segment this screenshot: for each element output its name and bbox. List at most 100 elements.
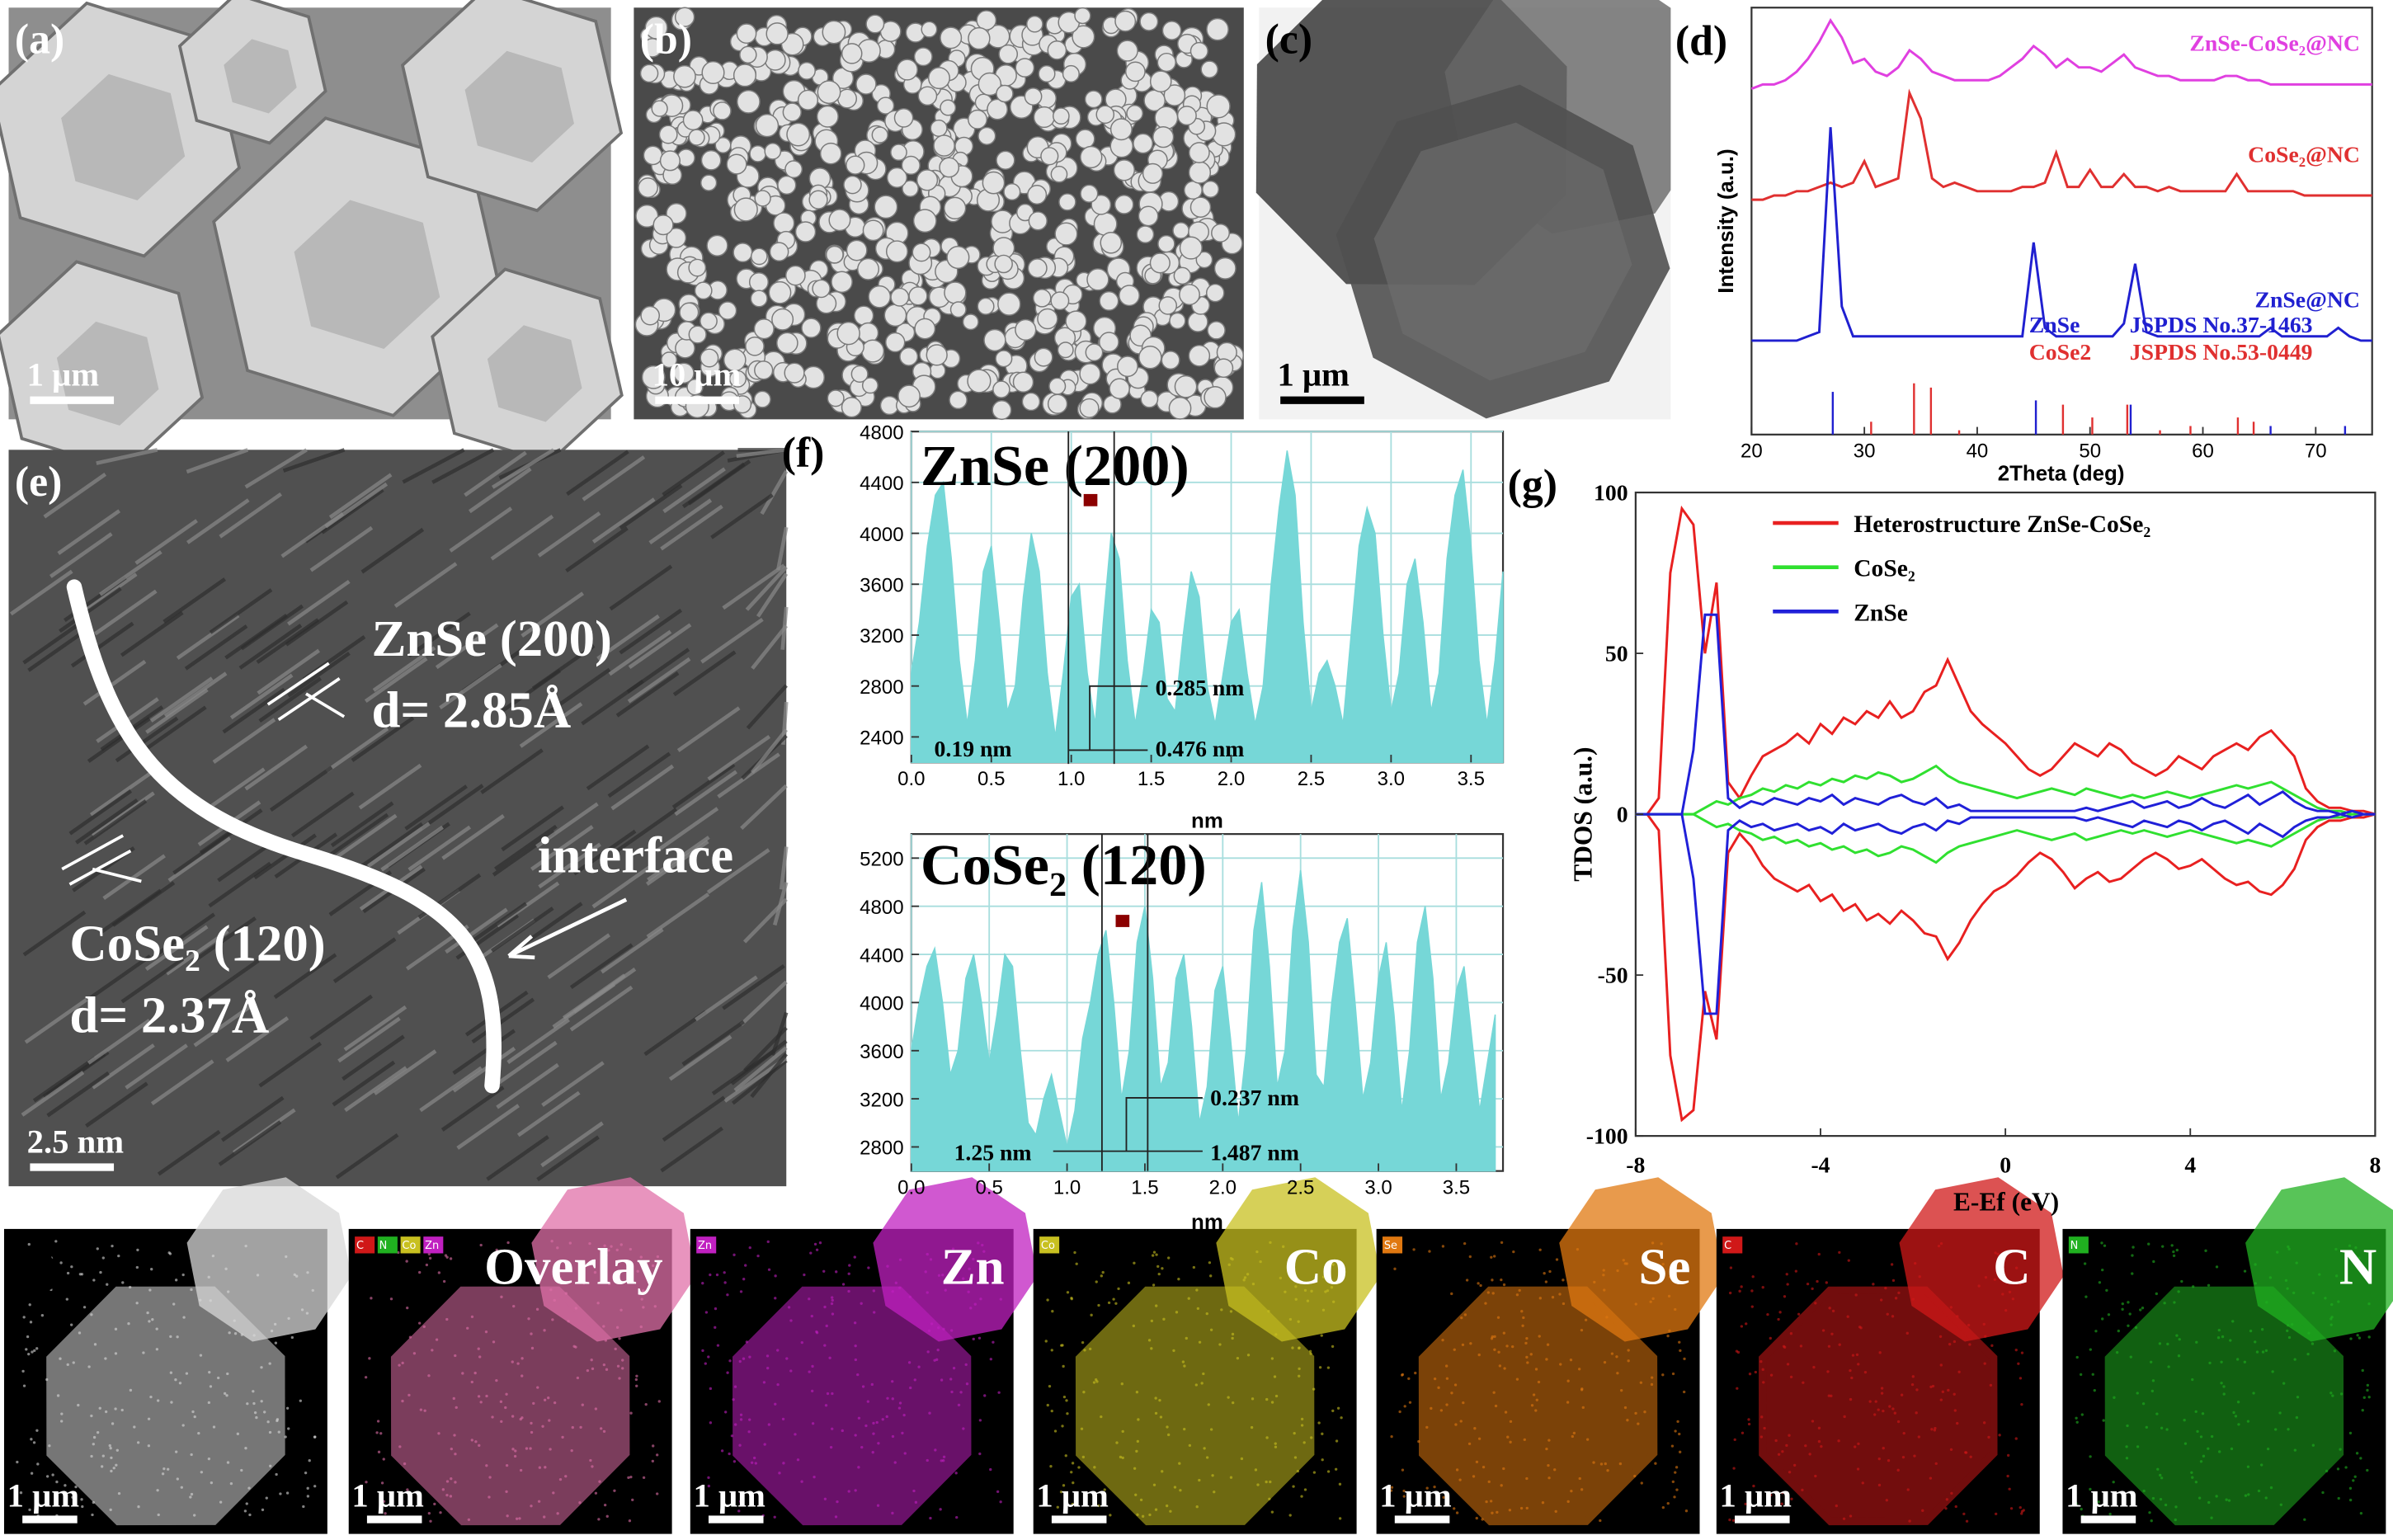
map-speck bbox=[1213, 1491, 1216, 1494]
map-speck bbox=[973, 1302, 977, 1306]
map-speck bbox=[408, 1335, 412, 1339]
lattice-fringe bbox=[9, 569, 73, 616]
map-speck bbox=[886, 1396, 889, 1400]
lattice-fringe bbox=[150, 1059, 214, 1106]
map-speck bbox=[1736, 1350, 1741, 1354]
map-speck bbox=[81, 1505, 84, 1509]
map-speck bbox=[299, 1399, 302, 1402]
particle bbox=[1021, 392, 1041, 412]
particle bbox=[769, 242, 789, 262]
lattice-fringe bbox=[93, 589, 158, 636]
map-speck bbox=[2229, 1339, 2232, 1342]
particle bbox=[700, 174, 718, 191]
map-speck bbox=[972, 1337, 975, 1341]
particle bbox=[1057, 341, 1074, 359]
lattice-fringe bbox=[152, 912, 216, 959]
map-speck bbox=[1566, 1401, 1570, 1404]
map-speck bbox=[607, 1249, 610, 1252]
map-speck bbox=[427, 1374, 431, 1378]
map-speck bbox=[2150, 1519, 2153, 1523]
map-speck bbox=[1188, 1443, 1192, 1448]
map-speck bbox=[306, 1271, 309, 1274]
map-speck bbox=[1062, 1395, 1067, 1399]
y-tick-label: 4800 bbox=[860, 897, 903, 919]
lattice-fringe bbox=[32, 1056, 97, 1103]
map-speck bbox=[2192, 1285, 2195, 1288]
map-speck bbox=[190, 1492, 194, 1496]
map-speck bbox=[1534, 1368, 1538, 1371]
particle bbox=[850, 365, 869, 383]
map-speck bbox=[1661, 1262, 1665, 1266]
map-speck bbox=[1998, 1434, 2001, 1437]
map-speck bbox=[1545, 1358, 1548, 1361]
map-speck bbox=[1995, 1512, 1998, 1516]
map-speck bbox=[2225, 1498, 2228, 1501]
map-speck bbox=[78, 1331, 82, 1335]
y-tick-label: 4000 bbox=[860, 993, 903, 1015]
map-speck bbox=[368, 1357, 371, 1360]
map-speck bbox=[1198, 1340, 1202, 1344]
map-speck bbox=[765, 1354, 770, 1358]
lattice-fringe bbox=[420, 784, 484, 830]
map-speck bbox=[1654, 1462, 1657, 1465]
map-speck bbox=[1147, 1339, 1152, 1342]
map-speck bbox=[872, 1432, 875, 1435]
map-speck bbox=[382, 1500, 386, 1503]
map-speck bbox=[275, 1472, 278, 1476]
panel-label: (b) bbox=[640, 16, 692, 64]
map-speck bbox=[1678, 1340, 1681, 1344]
map-speck bbox=[240, 1333, 243, 1336]
map-speck bbox=[1854, 1293, 1858, 1297]
map-speck bbox=[856, 1373, 860, 1377]
map-speck bbox=[406, 1488, 409, 1491]
map-speck bbox=[2284, 1279, 2288, 1283]
lattice-fringe bbox=[144, 705, 207, 751]
map-speck bbox=[1136, 1439, 1139, 1443]
map-speck bbox=[1558, 1293, 1562, 1296]
map-speck bbox=[1402, 1489, 1406, 1493]
map-speck bbox=[564, 1475, 568, 1478]
map-speck bbox=[431, 1349, 434, 1352]
map-speck bbox=[1799, 1345, 1803, 1348]
map-speck bbox=[605, 1514, 609, 1519]
map-speck bbox=[114, 1407, 117, 1410]
particle bbox=[773, 212, 795, 234]
map-speck bbox=[929, 1516, 932, 1520]
lattice-fringe bbox=[439, 663, 502, 709]
map-speck bbox=[1537, 1380, 1541, 1384]
map-speck bbox=[803, 1273, 806, 1277]
map-speck bbox=[36, 1462, 40, 1466]
map-speck bbox=[901, 1431, 904, 1435]
lattice-fringe bbox=[83, 799, 148, 845]
map-speck bbox=[228, 1331, 231, 1335]
map-speck bbox=[1196, 1307, 1200, 1311]
x-tick-label: 2.5 bbox=[1287, 1176, 1314, 1199]
map-speck bbox=[1938, 1335, 1943, 1339]
map-speck bbox=[1887, 1459, 1891, 1462]
map-speck bbox=[1884, 1286, 1887, 1290]
particle bbox=[776, 332, 798, 355]
lattice-fringe bbox=[257, 648, 321, 695]
map-speck bbox=[1671, 1480, 1675, 1484]
map-speck bbox=[1205, 1312, 1208, 1316]
map-speck bbox=[1463, 1313, 1467, 1316]
lattice-fringe bbox=[519, 702, 583, 748]
map-speck bbox=[2254, 1263, 2257, 1266]
map-speck bbox=[488, 1476, 492, 1479]
map-speck bbox=[1546, 1343, 1550, 1346]
map-speck bbox=[1827, 1345, 1831, 1348]
map-speck bbox=[2151, 1496, 2155, 1500]
lattice-fringe bbox=[468, 467, 532, 514]
map-speck bbox=[815, 1331, 819, 1335]
map-speck bbox=[156, 1489, 159, 1492]
lattice-fringe bbox=[456, 1104, 520, 1150]
map-speck bbox=[1576, 1248, 1580, 1251]
map-speck bbox=[872, 1421, 875, 1425]
map-speck bbox=[1509, 1420, 1513, 1424]
map-speck bbox=[1623, 1406, 1628, 1410]
map-speck bbox=[1888, 1405, 1891, 1408]
lattice-fringe bbox=[648, 498, 713, 544]
map-speck bbox=[268, 1362, 271, 1365]
lattice-fringe bbox=[586, 744, 650, 791]
map-speck bbox=[441, 1488, 445, 1491]
